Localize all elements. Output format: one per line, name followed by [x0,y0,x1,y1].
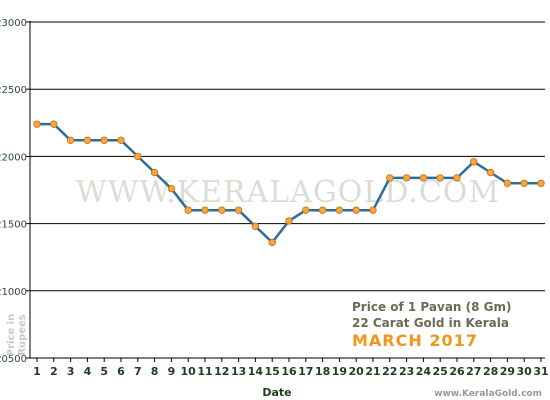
x-tick-label: 30 [517,365,533,378]
chart-title-line-2: 22 Carat Gold in Kerala [352,316,509,330]
price-point [50,120,58,128]
price-point [150,168,159,177]
price-point [184,206,192,214]
x-tick-label: 7 [134,365,142,378]
x-tick-label: 15 [265,365,280,378]
x-tick-label: 1 [33,365,41,378]
x-axis-label: Date [262,386,291,399]
y-tick-label: 21000 [0,287,27,298]
x-tick-label: 13 [231,365,246,378]
x-tick-label: 10 [181,365,197,378]
x-tick-label: 6 [117,365,125,378]
watermark-text: WWW.KERALAGOLD.COM [76,175,500,210]
x-tick-label: 18 [315,365,330,378]
x-tick-label: 11 [197,365,212,378]
y-tick-label: 22500 [0,85,27,96]
price-point [33,120,41,128]
y-tick-label: 22000 [0,152,27,163]
x-tick-label: 26 [449,365,465,378]
x-tick-label: 28 [483,365,498,378]
price-point [201,206,209,214]
y-tick-labels: 20500 21000 21500 22000 22500 23000 [0,18,27,365]
x-tick-label: 17 [298,365,313,378]
y-tick-label: 23000 [0,18,27,29]
axes [26,21,545,362]
price-point [218,206,226,214]
price-point [520,179,528,187]
chart-title-line-1: Price of 1 Pavan (8 Gm) [352,300,512,314]
x-tick-label: 21 [365,365,380,378]
price-point [369,206,377,214]
price-point [100,136,108,144]
x-tick-label: 29 [500,365,515,378]
x-tick-label: 3 [67,365,75,378]
chart-period: MARCH 2017 [352,331,478,350]
price-point [302,206,310,214]
y-tick-label: 20500 [0,354,27,365]
x-tick-label: 16 [281,365,297,378]
price-point [66,136,75,144]
price-point [503,179,512,187]
x-tick-label: 25 [433,365,448,378]
y-tick-label: 21500 [0,220,27,231]
price-point [386,174,394,182]
price-point [470,158,478,166]
x-tick-label: 31 [533,365,548,378]
price-point [453,174,461,182]
price-point [234,206,243,214]
x-tick-label: 20 [349,365,365,378]
price-point [335,206,344,214]
x-tick-label: 8 [151,365,159,378]
price-point [419,174,428,182]
x-tick-label: 24 [416,365,432,378]
footer-website: www.KeralaGold.com [434,389,542,399]
x-tick-label: 9 [168,365,176,378]
price-point [134,152,142,161]
price-point [537,179,545,187]
y-axis-label-line-1: Price in [6,314,17,356]
x-tick-label: 19 [332,365,347,378]
price-point [402,174,411,182]
x-tick-label: 2 [50,365,58,378]
x-tick-label: 4 [84,365,92,378]
price-point [117,136,125,144]
price-point [486,168,495,177]
gridlines [30,21,545,292]
price-point [318,206,327,214]
price-point [352,206,360,214]
price-point [285,217,293,225]
x-tick-labels: 1 2 3 4 5 6 7 8 9 10 11 12 13 14 15 16 17 18 19 20 21 22 23 24 2… [33,365,548,378]
price-point [436,174,444,182]
x-tick-label: 23 [399,365,414,378]
y-axis-label-line-2: Rupees [17,314,28,356]
x-tick-label: 22 [382,365,397,378]
x-tick-label: 12 [214,365,229,378]
price-point [251,222,260,230]
price-point [83,136,92,144]
x-tick-label: 27 [466,365,481,378]
price-series [33,120,545,247]
price-point [268,238,276,247]
x-tick-label: 14 [248,365,264,378]
x-tick-label: 5 [100,365,108,378]
price-point [167,184,176,193]
